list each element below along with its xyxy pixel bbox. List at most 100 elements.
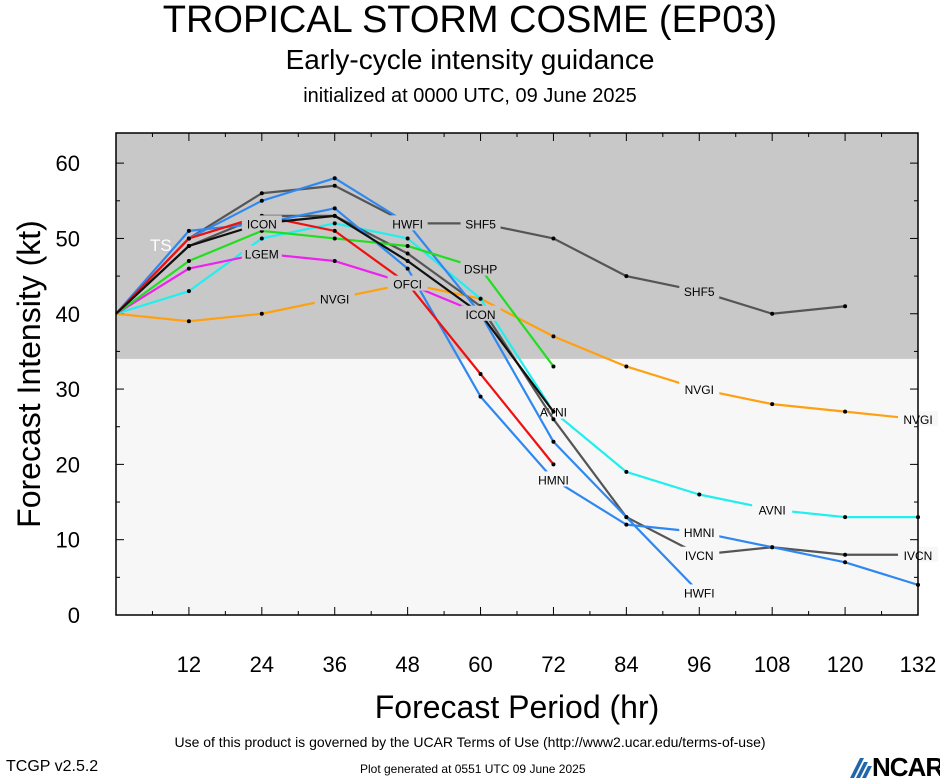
data-point-icon [332, 213, 337, 218]
data-point-hmni [770, 545, 775, 550]
data-point-avni [478, 296, 483, 301]
x-tick-label: 108 [754, 652, 791, 677]
series-label-ofci: OFCI [393, 278, 422, 292]
data-point-hwfi [332, 176, 337, 181]
series-label-bg-ofci [387, 275, 428, 291]
series-label-bg-icon [241, 215, 282, 231]
data-point-dshp [332, 236, 337, 241]
data-point-lgem [332, 259, 337, 264]
series-label-bg-shf5 [460, 215, 501, 231]
series-label-ivcn: IVCN [685, 549, 714, 563]
generated-timestamp: Plot generated at 0551 UTC 09 June 2025 [360, 762, 586, 776]
chart-title: TROPICAL STORM COSME (EP03) [162, 0, 778, 41]
ncar-logo-icon [850, 758, 872, 778]
x-tick-label: 48 [395, 652, 419, 677]
data-point-avni [624, 469, 629, 474]
terms-of-use-notice: Use of this product is governed by the U… [174, 734, 766, 750]
series-label-hwfi: HWFI [684, 586, 715, 600]
series-label-shf5: SHF5 [684, 285, 715, 299]
series-label-icon: ICON [466, 308, 496, 322]
data-point-ofci [478, 372, 483, 376]
y-tick-label: 50 [56, 226, 80, 251]
data-point-hwfi [551, 439, 556, 444]
series-label-bg-hwfi [387, 215, 428, 231]
data-point-nvgi [259, 311, 264, 316]
y-tick-label: 60 [56, 151, 80, 176]
data-point-shf5 [770, 311, 775, 316]
data-point-hmni [478, 394, 483, 399]
data-point-ofci [186, 236, 191, 241]
data-point-nvgi [843, 409, 848, 414]
y-tick-label: 40 [56, 302, 80, 327]
x-tick-label: 72 [541, 652, 565, 677]
data-point-avni [259, 236, 264, 241]
ncar-logo-text: NCAR [872, 752, 940, 782]
series-label-shf5: SHF5 [465, 217, 496, 231]
data-point-ivcn [551, 417, 556, 422]
data-point-shf5 [332, 183, 337, 188]
series-label-bg-hmni [533, 471, 574, 487]
series-label-hmni: HMNI [538, 473, 569, 487]
x-tick-label: 132 [900, 652, 937, 677]
series-label-bg-shf5 [679, 283, 720, 299]
data-point-shf5 [624, 274, 629, 279]
data-point-icon [405, 259, 410, 264]
series-label-bg-lgem [241, 245, 282, 261]
data-point-avni [405, 236, 410, 241]
series-label-bg-nvgi [679, 381, 720, 397]
data-point-nvgi [186, 319, 191, 324]
x-tick-label: 36 [322, 652, 346, 677]
plot-frame [115, 132, 919, 616]
series-label-bg-nvgi [314, 290, 355, 306]
data-point-dshp [405, 243, 410, 248]
data-point-lgem [186, 266, 191, 271]
data-point-icon [186, 243, 191, 248]
chart-subtitle: Early-cycle intensity guidance [285, 44, 655, 75]
x-tick-label: 84 [614, 652, 638, 677]
x-tick-label: 12 [177, 652, 201, 677]
data-point-ivcn [405, 251, 410, 256]
data-point-avni [843, 515, 848, 520]
data-point-nvgi [624, 364, 629, 369]
intensity-chart: TS 12 24 36 48 60 72 84 96 108 120 132 0 10 20 30 40 50 60… [11, 132, 938, 725]
series-label-bg-hmni [679, 524, 720, 540]
data-point-ivcn [843, 552, 848, 557]
series-label-bg-hwfi [679, 584, 720, 600]
version-label: TCGP v2.5.2 [6, 758, 99, 775]
data-point-hmni [186, 228, 191, 233]
data-point-ofci [551, 462, 556, 467]
series-label-bg-avni [752, 501, 793, 517]
y-tick-label: 20 [56, 452, 80, 477]
y-axis-label: Forecast Intensity (kt) [11, 220, 47, 528]
data-point-shf5 [551, 236, 556, 241]
data-point-dshp [551, 364, 556, 369]
series-label-dshp: DSHP [464, 263, 497, 277]
data-point-avni [332, 221, 337, 226]
band-label-ts: TS [150, 236, 172, 255]
series-label-bg-icon [460, 305, 501, 321]
data-point-hmni [624, 522, 629, 527]
data-point-hmni [843, 560, 848, 565]
y-tick-label: 0 [68, 603, 80, 628]
data-point-shf5 [843, 304, 848, 309]
data-point-hwfi [624, 515, 629, 520]
series-label-hmni: HMNI [684, 526, 715, 540]
series-label-bg-dshp [460, 260, 501, 276]
data-point-hmni [405, 266, 410, 271]
x-tick-label: 120 [827, 652, 864, 677]
x-tick-label: 96 [687, 652, 711, 677]
data-point-ofci [332, 228, 337, 233]
data-point-nvgi [551, 334, 556, 339]
y-tick-label: 10 [56, 528, 80, 553]
series-label-nvgi: NVGI [685, 383, 714, 397]
series-label-nvgi: NVGI [320, 293, 349, 307]
data-point-hwfi [259, 198, 264, 203]
intensity-band-below-ts [116, 358, 918, 615]
data-point-avni [697, 492, 702, 497]
data-point-hmni [332, 206, 337, 211]
data-point-icon [551, 409, 556, 414]
series-label-lgem: LGEM [245, 248, 279, 262]
x-axis-label: Forecast Period (hr) [375, 689, 660, 725]
data-point-avni [186, 289, 191, 294]
data-point-nvgi [770, 402, 775, 407]
